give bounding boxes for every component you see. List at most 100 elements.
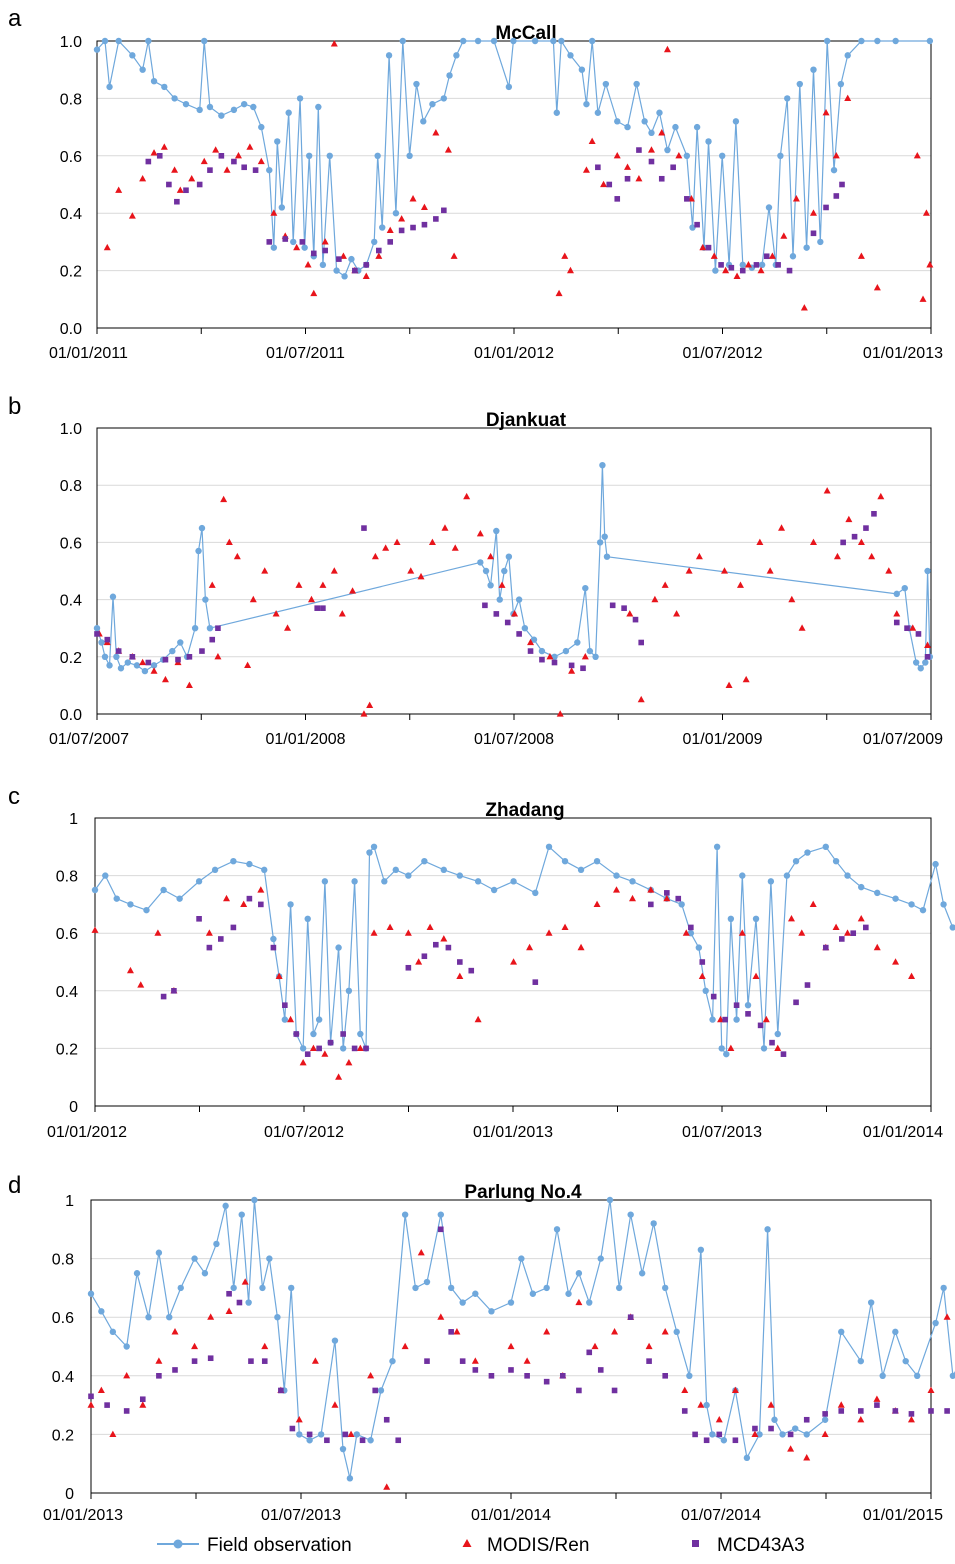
modis-ren-point bbox=[943, 1313, 951, 1320]
legend-mcd43a3-label: MCD43A3 bbox=[717, 1535, 805, 1556]
modis-ren-point bbox=[844, 94, 852, 101]
modis-ren-point bbox=[699, 243, 707, 251]
modis-ren-point bbox=[207, 1313, 215, 1320]
mcd43a3-point bbox=[218, 153, 225, 159]
modis-ren-point bbox=[762, 1015, 770, 1023]
field-observation-point bbox=[789, 253, 797, 260]
modis-ren-point bbox=[487, 552, 495, 560]
field-observation-point bbox=[195, 547, 202, 555]
field-observation-point bbox=[837, 80, 845, 88]
field-observation-point bbox=[743, 1454, 751, 1462]
modis-ren-point bbox=[103, 243, 111, 251]
mcd43a3-point bbox=[838, 1408, 845, 1414]
panel-letter: b bbox=[8, 393, 21, 420]
field-observation-point bbox=[912, 659, 920, 666]
field-observation-point bbox=[561, 858, 569, 865]
field-observation-point bbox=[285, 109, 292, 116]
field-observation-point bbox=[874, 889, 881, 897]
modis-ren-point bbox=[511, 610, 519, 617]
field-observation-point bbox=[321, 878, 329, 885]
modis-ren-point bbox=[171, 1328, 179, 1335]
field-observation-point bbox=[719, 152, 726, 159]
legend-field-observation-marker bbox=[173, 1539, 183, 1549]
field-observation-point bbox=[650, 1220, 657, 1227]
field-observation-point bbox=[661, 1284, 669, 1292]
modis-ren-point bbox=[345, 1059, 353, 1066]
field-observation-point bbox=[705, 138, 712, 145]
field-observation-point bbox=[531, 37, 539, 45]
field-observation-point bbox=[727, 915, 735, 922]
field-observation-point bbox=[593, 858, 601, 865]
mcd43a3-point bbox=[597, 1367, 604, 1373]
modis-ren-point bbox=[767, 1401, 775, 1408]
field-observation-point bbox=[315, 1016, 323, 1023]
field-observation-point bbox=[270, 935, 277, 943]
modis-ren-point bbox=[220, 495, 228, 503]
y-tick-label: 0.8 bbox=[60, 478, 82, 495]
field-observation-point bbox=[565, 1290, 572, 1297]
modis-ren-point bbox=[907, 1415, 915, 1423]
modis-ren-point bbox=[927, 1386, 935, 1394]
mcd43a3-point bbox=[171, 988, 177, 994]
modis-ren-point bbox=[823, 487, 831, 494]
modis-ren-point bbox=[663, 894, 671, 902]
modis-ren-point bbox=[417, 1248, 425, 1256]
series-mcd43a3 bbox=[160, 890, 869, 1057]
modis-ren-point bbox=[441, 524, 449, 531]
y-tick-label: 0 bbox=[65, 1486, 74, 1503]
field-observation-point bbox=[493, 527, 500, 535]
field-observation-point bbox=[917, 665, 924, 672]
field-observation-point bbox=[258, 123, 265, 131]
modis-ren-point bbox=[261, 567, 269, 574]
field-observation-point bbox=[440, 866, 448, 874]
modis-ren-point bbox=[426, 923, 434, 931]
modis-ren-point bbox=[924, 641, 932, 648]
mcd43a3-point bbox=[621, 605, 627, 611]
field-observation-point bbox=[93, 46, 101, 53]
field-observation-point bbox=[507, 1299, 515, 1306]
mcd43a3-point bbox=[351, 1045, 358, 1052]
modis-ren-point bbox=[663, 45, 671, 53]
field-observation-point bbox=[101, 653, 109, 660]
modis-ren-point bbox=[366, 701, 374, 709]
modis-ren-point bbox=[299, 1059, 307, 1066]
field-observation-point bbox=[246, 860, 253, 868]
modis-ren-point bbox=[837, 1401, 845, 1408]
mcd43a3-point bbox=[527, 648, 534, 654]
mcd43a3-point bbox=[850, 930, 857, 936]
mcd43a3-point bbox=[160, 993, 167, 1000]
modis-ren-point bbox=[474, 1015, 482, 1023]
field-observation-point bbox=[804, 849, 811, 856]
mcd43a3-point bbox=[699, 959, 706, 965]
modis-ren-point bbox=[160, 143, 168, 150]
modis-ren-point bbox=[733, 272, 741, 279]
field-observation-point bbox=[266, 1255, 273, 1262]
modis-ren-point bbox=[744, 261, 752, 268]
modis-ren-point bbox=[330, 40, 338, 47]
modis-ren-point bbox=[126, 966, 134, 974]
mcd43a3-point bbox=[207, 167, 213, 173]
field-observation-point bbox=[709, 1016, 716, 1023]
field-observation-point bbox=[641, 118, 648, 125]
field-observation-point bbox=[648, 129, 655, 137]
modis-ren-point bbox=[809, 538, 817, 545]
field-observation-point bbox=[459, 1299, 466, 1306]
mcd43a3-point bbox=[757, 1022, 764, 1029]
modis-ren-point bbox=[543, 1328, 551, 1335]
mcd43a3-point bbox=[438, 1226, 444, 1233]
mcd43a3-point bbox=[433, 941, 439, 948]
field-observation-point bbox=[385, 52, 393, 59]
x-tick-label: 01/07/2014 bbox=[681, 1507, 761, 1524]
field-observation-point bbox=[353, 1431, 361, 1438]
field-observation-point bbox=[106, 83, 113, 91]
field-observation-point bbox=[98, 1308, 105, 1315]
modis-ren-point bbox=[575, 1298, 583, 1306]
modis-ren-point bbox=[188, 174, 196, 182]
modis-ren-point bbox=[717, 1015, 725, 1023]
modis-ren-point bbox=[685, 567, 693, 574]
mcd43a3-point bbox=[543, 1378, 550, 1385]
modis-ren-point bbox=[371, 552, 379, 560]
modis-ren-point bbox=[383, 1483, 391, 1490]
mcd43a3-point bbox=[199, 648, 205, 654]
field-observation-point bbox=[739, 872, 746, 879]
